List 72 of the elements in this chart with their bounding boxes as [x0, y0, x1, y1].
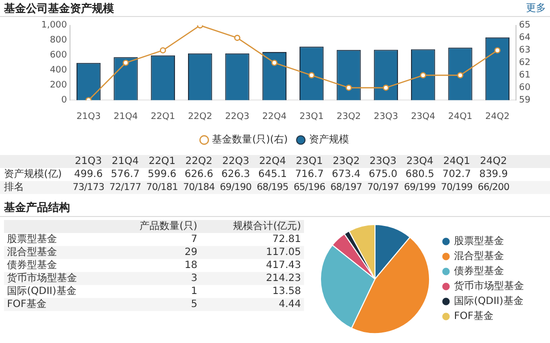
legend-label: FOF基金	[454, 310, 494, 322]
text: 更多	[526, 2, 546, 15]
text: 资产规模(亿)	[3, 168, 63, 181]
data-label: 576.7	[110, 168, 141, 181]
text: 72.81	[272, 234, 301, 245]
y2-tick-label: 63	[519, 46, 530, 56]
data-label: 702.7	[441, 168, 472, 181]
x-tick-label: 24Q2	[485, 112, 510, 122]
x-tick-label: 21Q3	[76, 112, 101, 122]
category-label: 国际(QDII)基金	[7, 286, 76, 297]
x-tick-label: 21Q4	[114, 112, 138, 122]
legend-label: 货币市场型基金	[454, 280, 524, 292]
text: 7	[190, 233, 198, 246]
category-label: 债券型基金	[7, 260, 57, 271]
x-tick-label: 23Q4	[410, 112, 436, 122]
legend-label: 基金数量(只)(右)	[212, 134, 288, 146]
legend-label: 股票型基金	[454, 235, 504, 248]
y-tick-label: 1,000	[41, 20, 68, 31]
x-tick-label: 22Q2	[188, 112, 212, 122]
y-tick-label: 0	[61, 96, 68, 106]
legend-label: 混合型基金	[454, 250, 504, 262]
point	[122, 60, 129, 66]
table-row-shading: 混合型基金 29 117.05	[4, 246, 304, 259]
y2-tick-label: 64	[519, 33, 531, 44]
data-label: 673.4	[330, 168, 362, 181]
data-label: 839.9	[478, 168, 509, 181]
y2-tick-label: 65	[519, 20, 530, 31]
point	[346, 84, 352, 91]
y-tick-label: 200	[50, 80, 68, 91]
y-tick-label: 600	[50, 50, 68, 61]
point	[382, 84, 390, 91]
x-tick-label: 22Q3	[225, 112, 250, 122]
data-label: 716.7	[294, 168, 325, 181]
category-label: 股票型基金	[7, 234, 57, 245]
y2-tick-label: 62	[519, 58, 530, 68]
point	[494, 47, 501, 54]
x-tick-label: 22Q1	[150, 112, 176, 122]
data-label: 675.0	[368, 168, 398, 181]
text: 417.43	[266, 260, 301, 271]
data-label: 599.6	[146, 168, 178, 181]
y-tick-label: 800	[50, 36, 68, 46]
y2-tick-label: 59	[519, 96, 531, 106]
point	[308, 72, 315, 78]
data-label: 645.1	[257, 168, 288, 181]
data-label: 626.6	[184, 168, 214, 181]
y2-tick-label: 60	[519, 83, 531, 94]
y-tick-label: 400	[50, 66, 68, 76]
text: 1	[190, 285, 198, 298]
x-tick-label: 23Q1	[299, 112, 324, 122]
y2-tick-label: 61	[519, 70, 530, 81]
x-tick-label: 23Q2	[336, 112, 361, 122]
point	[420, 72, 426, 78]
legend-label: 资产规模	[308, 134, 349, 146]
text: 基金产品结构	[0, 198, 550, 217]
chart-title: 基金公司基金资产规模	[4, 0, 114, 16]
legend-label: 债券型基金	[454, 265, 504, 278]
point	[160, 47, 166, 54]
text: 18	[184, 259, 198, 272]
table-row-shading: 货币市场型基金 3 214.23	[4, 272, 304, 285]
x-tick-label: 24Q1	[448, 112, 472, 122]
point	[271, 60, 278, 66]
data-label: 680.5	[404, 168, 436, 181]
table-row-shading: FOF基金 5 4.44	[4, 298, 304, 311]
data-label: 499.6	[73, 168, 104, 181]
x-tick-label: 23Q3	[374, 112, 398, 122]
point	[234, 34, 240, 41]
point	[457, 72, 464, 78]
table-row-shading: 排名 73/173 72/177 70/181 70/184 69/190 68/195 65/196 68/197 70/197 69/199 70/199 66/200	[0, 181, 550, 194]
x-tick-label: 22Q4	[262, 112, 287, 122]
data-label: 626.3	[220, 168, 252, 181]
text: 13.58	[272, 286, 301, 297]
legend-label: 国际(QDII)基金	[454, 295, 524, 308]
